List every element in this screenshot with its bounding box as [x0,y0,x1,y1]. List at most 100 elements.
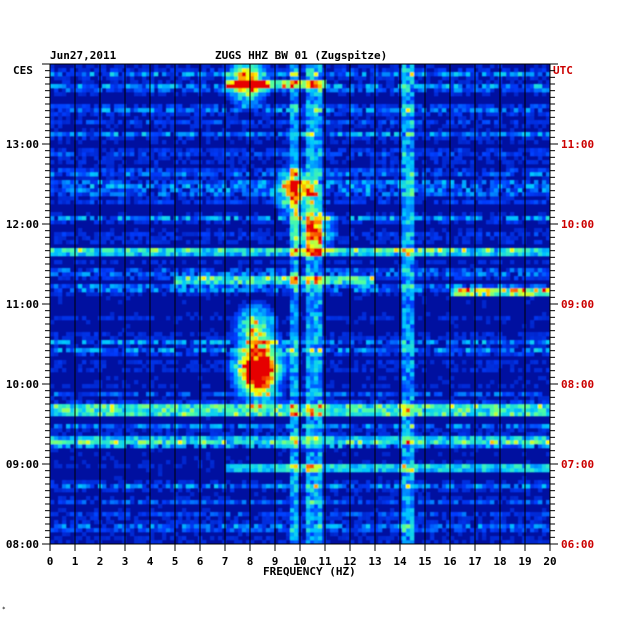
spectrogram-cell [326,412,331,417]
spectrogram-cell [262,436,267,441]
spectrogram-cell [266,392,271,397]
spectrogram-cell [446,524,451,529]
spectrogram-cell [146,240,151,245]
spectrogram-cell [390,276,395,281]
spectrogram-cell [342,436,347,441]
spectrogram-cell [478,496,483,501]
spectrogram-cell [470,272,475,277]
spectrogram-cell [250,300,255,305]
spectrogram-cell [294,440,299,445]
spectrogram-cell [110,312,115,317]
spectrogram-cell [526,272,531,277]
spectrogram-cell [350,480,355,485]
spectrogram-cell [78,500,83,505]
spectrogram-cell [150,284,155,289]
spectrogram-cell [54,360,59,365]
spectrogram-cell [394,404,399,409]
spectrogram-cell [226,440,231,445]
spectrogram-cell [154,480,159,485]
spectrogram-cell [214,280,219,285]
spectrogram-cell [310,448,315,453]
spectrogram-cell [538,500,543,505]
spectrogram-cell [234,500,239,505]
spectrogram-cell [334,484,339,489]
spectrogram-cell [346,500,351,505]
spectrogram-cell [402,412,407,417]
spectrogram-cell [118,412,123,417]
spectrogram-cell [322,448,327,453]
spectrogram-cell [442,444,447,449]
spectrogram-cell [370,444,375,449]
spectrogram-cell [278,376,283,381]
spectrogram-cell [214,340,219,345]
spectrogram-cell [54,332,59,337]
spectrogram-cell [246,408,251,413]
spectrogram-cell [162,524,167,529]
spectrogram-cell [474,360,479,365]
spectrogram-cell [230,356,235,361]
spectrogram-cell [130,248,135,253]
spectrogram-cell [470,540,475,545]
spectrogram-cell [86,480,91,485]
spectrogram-cell [254,316,259,321]
spectrogram-cell [390,360,395,365]
spectrogram-cell [238,380,243,385]
spectrogram-cell [382,336,387,341]
spectrogram-cell [50,412,55,417]
spectrogram-cell [458,484,463,489]
spectrogram-cell [202,248,207,253]
spectrogram-cell [106,436,111,441]
spectrogram-cell [166,348,171,353]
spectrogram-cell [222,496,227,501]
spectrogram-cell [370,276,375,281]
spectrogram-cell [94,292,99,297]
spectrogram-cell [250,276,255,281]
spectrogram-cell [166,252,171,257]
spectrogram-cell [458,276,463,281]
spectrogram-cell [254,380,259,385]
spectrogram-cell [278,372,283,377]
spectrogram-cell [530,336,535,341]
spectrogram-cell [54,292,59,297]
spectrogram-cell [474,252,479,257]
spectrogram-cell [70,288,75,293]
spectrogram-cell [186,248,191,253]
spectrogram-cell [234,524,239,529]
spectrogram-cell [370,252,375,257]
spectrogram-cell [118,524,123,529]
spectrogram-cell [522,392,527,397]
spectrogram-cell [442,336,447,341]
spectrogram-cell [442,496,447,501]
spectrogram-cell [346,400,351,405]
spectrogram-cell [146,352,151,357]
spectrogram-cell [274,488,279,493]
spectrogram-cell [534,292,539,297]
spectrogram-cell [542,312,547,317]
spectrogram-cell [246,512,251,517]
spectrogram-cell [230,328,235,333]
spectrogram-cell [482,368,487,373]
spectrogram-cell [262,540,267,545]
spectrogram-cell [346,320,351,325]
spectrogram-cell [390,464,395,469]
spectrogram-cell [158,384,163,389]
spectrogram-cell [178,440,183,445]
spectrogram-cell [262,424,267,429]
spectrogram-cell [90,444,95,449]
spectrogram-cell [118,528,123,533]
spectrogram-cell [446,272,451,277]
spectrogram-cell [546,272,551,277]
spectrogram-cell [130,400,135,405]
spectrogram-cell [338,360,343,365]
spectrogram-cell [130,432,135,437]
spectrogram-cell [346,384,351,389]
spectrogram-cell [182,300,187,305]
spectrogram-cell [338,424,343,429]
spectrogram-cell [314,372,319,377]
spectrogram-cell [350,408,355,413]
spectrogram-cell [334,248,339,253]
spectrogram-cell [318,496,323,501]
spectrogram-cell [290,512,295,517]
spectrogram-cell [490,536,495,541]
spectrogram-cell [318,272,323,277]
